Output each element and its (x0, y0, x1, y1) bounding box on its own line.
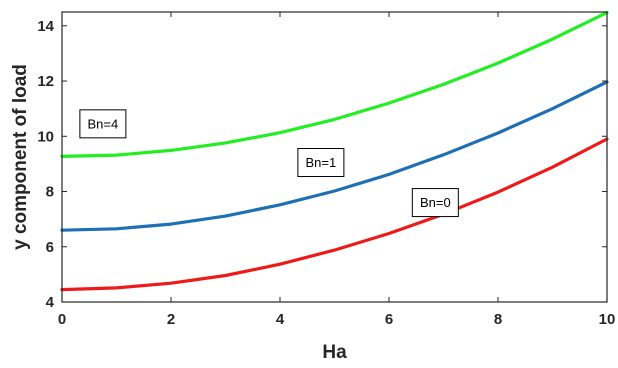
annotation-box-border (79, 109, 127, 139)
y-tick-label: 8 (46, 184, 54, 201)
y-tick-label: 10 (37, 128, 54, 145)
series-layer (60, 11, 609, 292)
x-tick-label: 4 (276, 311, 285, 328)
tick-layer: 0 2 4 6 8 10 4 6 8 10 12 14 (37, 12, 615, 328)
y-axis-label: y component of load (10, 64, 31, 250)
series-line-bn-1 (60, 80, 609, 232)
x-axis-label: Ha (322, 342, 347, 363)
x-tick-label: 6 (385, 311, 393, 328)
annotation-box: Bn=1 (297, 148, 345, 178)
series-line-bn-0 (60, 137, 609, 292)
y-tick-label: 14 (37, 18, 54, 35)
annotation-box: Bn=4 (79, 109, 127, 139)
x-tick-label: 0 (58, 311, 66, 328)
y-tick-label: 4 (46, 294, 55, 311)
x-tick-label: 8 (494, 311, 502, 328)
series-line-bn-4 (60, 11, 609, 158)
annotation-box-border (297, 148, 345, 178)
plot-area-frame (61, 11, 608, 303)
y-tick-label: 12 (37, 73, 54, 90)
annotation-layer: Bn=4 Bn=1 Bn=0 (79, 109, 459, 218)
y-tick-label: 6 (46, 239, 54, 256)
annotation-label: Bn=0 (420, 195, 451, 210)
x-tick-label: 2 (167, 311, 175, 328)
annotation-box: Bn=0 (411, 188, 459, 218)
annotation-label: Bn=4 (88, 116, 119, 131)
annotation-box-border (411, 188, 459, 218)
x-tick-label: 10 (599, 311, 616, 328)
annotation-label: Bn=1 (306, 155, 337, 170)
